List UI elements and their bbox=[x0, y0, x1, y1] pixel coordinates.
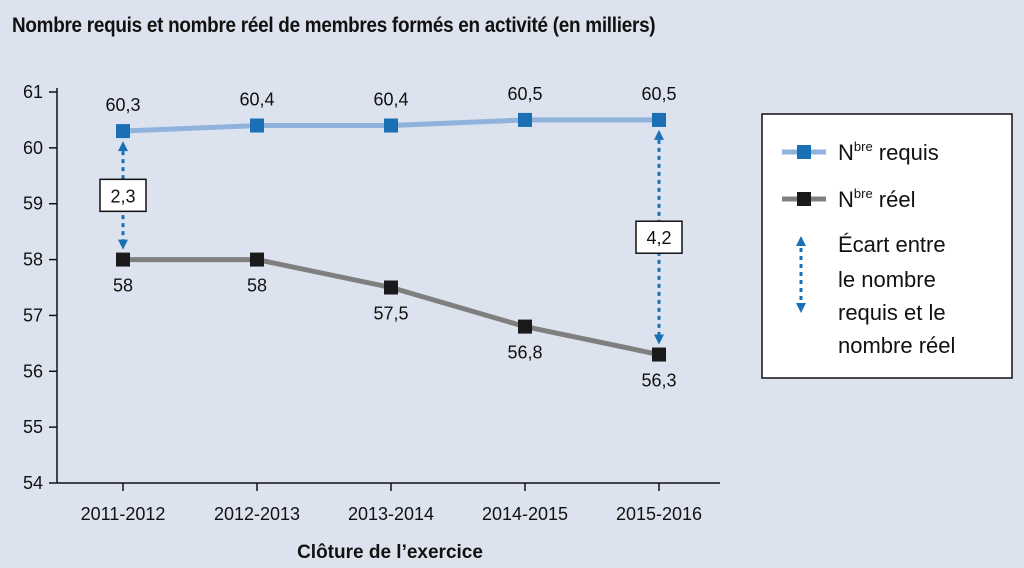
gap-arrow-down-icon bbox=[118, 239, 128, 250]
tick-labels: 54 55 56 57 58 59 60 61 2011-2012 2012-2013 2013-2… bbox=[23, 82, 702, 524]
x-axis-title: Clôture de l’exercice bbox=[297, 542, 483, 563]
data-label-required: 60,4 bbox=[239, 90, 274, 110]
legend-actual-marker bbox=[797, 192, 811, 206]
series-markers bbox=[116, 112, 666, 362]
chart-title: Nombre requis et nombre réel de membres … bbox=[12, 14, 656, 37]
y-tick-label: 56 bbox=[23, 361, 43, 381]
x-tick-label: 2015-2016 bbox=[616, 504, 702, 524]
data-label-actual: 58 bbox=[247, 276, 267, 296]
x-tick-label: 2012-2013 bbox=[214, 504, 300, 524]
legend: Nbre requis Nbre réel Écart entre le nom… bbox=[761, 113, 1013, 379]
y-tick-label: 55 bbox=[23, 417, 43, 437]
data-label-required: 60,5 bbox=[641, 84, 676, 104]
y-tick-label: 58 bbox=[23, 250, 43, 270]
gap-label: 4,2 bbox=[646, 228, 671, 248]
gap-annotations: 2,3 4,2 bbox=[99, 129, 683, 345]
gap-label-box bbox=[99, 178, 147, 213]
data-label-actual: 58 bbox=[113, 276, 133, 296]
marker-actual bbox=[384, 280, 398, 295]
legend-gap-line-3: requis et le bbox=[838, 300, 946, 325]
legend-gap-line-4: nombre réel bbox=[838, 333, 955, 358]
data-labels: 60,3 60,4 60,4 60,5 60,5 58 58 57,5 56,8 56,3 bbox=[105, 84, 676, 391]
legend-gap-arrow-down-icon bbox=[796, 303, 806, 313]
data-label-actual: 57,5 bbox=[373, 304, 408, 324]
gap-arrow-up-icon bbox=[118, 141, 128, 152]
marker-actual bbox=[518, 319, 532, 334]
data-label-actual: 56,8 bbox=[507, 343, 542, 363]
marker-required bbox=[250, 118, 264, 133]
marker-actual bbox=[652, 347, 666, 362]
marker-actual bbox=[250, 252, 264, 267]
x-tick-label: 2011-2012 bbox=[81, 504, 166, 524]
y-tick-label: 61 bbox=[23, 82, 43, 102]
legend-gap-line-2: le nombre bbox=[838, 267, 936, 292]
legend-required-label: Nbre requis bbox=[838, 139, 939, 165]
y-tick-label: 60 bbox=[23, 138, 43, 158]
data-label-required: 60,4 bbox=[373, 90, 408, 110]
y-tick-label: 54 bbox=[23, 473, 43, 493]
marker-required bbox=[518, 112, 532, 127]
x-tick-label: 2013-2014 bbox=[348, 504, 434, 524]
y-tick-label: 59 bbox=[23, 194, 43, 214]
legend-gap-arrow-up-icon bbox=[796, 236, 806, 246]
legend-actual-label: Nbre réel bbox=[838, 186, 915, 212]
chart-axes bbox=[49, 88, 720, 491]
gap-arrow-down-icon bbox=[654, 334, 664, 345]
legend-required-marker bbox=[797, 145, 811, 159]
x-tick-label: 2014-2015 bbox=[482, 504, 568, 524]
data-label-required: 60,3 bbox=[105, 95, 140, 115]
legend-item-required: Nbre requis bbox=[782, 139, 939, 165]
marker-required bbox=[116, 124, 130, 139]
gap-arrow-up-icon bbox=[654, 129, 664, 140]
legend-item-gap: Écart entre le nombre requis et le nombr… bbox=[796, 232, 955, 358]
marker-actual bbox=[116, 252, 130, 267]
marker-required bbox=[652, 112, 666, 127]
legend-gap-line-1: Écart entre bbox=[838, 232, 946, 257]
legend-item-actual: Nbre réel bbox=[782, 186, 915, 212]
y-tick-label: 57 bbox=[23, 305, 43, 325]
marker-required bbox=[384, 118, 398, 133]
gap-label-box bbox=[635, 220, 683, 254]
gap-label: 2,3 bbox=[110, 186, 135, 206]
data-label-actual: 56,3 bbox=[641, 371, 676, 391]
data-label-required: 60,5 bbox=[507, 84, 542, 104]
